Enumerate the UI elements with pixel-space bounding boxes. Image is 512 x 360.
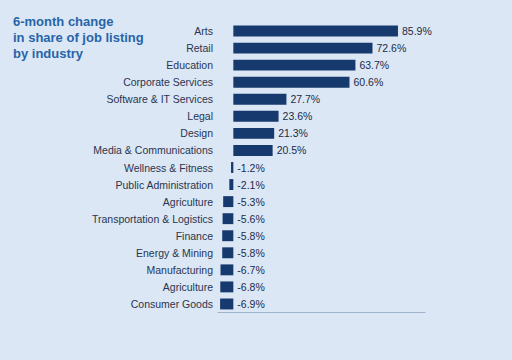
svg-text:Media & Communications: Media & Communications: [93, 144, 213, 156]
svg-text:6-month change: 6-month change: [13, 14, 113, 29]
svg-text:Design: Design: [180, 127, 213, 139]
svg-text:-6.7%: -6.7%: [237, 264, 264, 276]
svg-text:-6.9%: -6.9%: [237, 298, 264, 310]
svg-text:-5.3%: -5.3%: [237, 196, 264, 208]
svg-text:20.5%: 20.5%: [277, 144, 307, 156]
svg-text:Wellness & Fitness: Wellness & Fitness: [124, 162, 213, 174]
svg-text:-5.6%: -5.6%: [237, 213, 264, 225]
svg-text:Retail: Retail: [186, 42, 213, 54]
svg-text:63.7%: 63.7%: [359, 59, 389, 71]
svg-text:-2.1%: -2.1%: [237, 179, 264, 191]
svg-text:in share of job listing: in share of job listing: [13, 30, 144, 45]
svg-text:Consumer Goods: Consumer Goods: [131, 298, 213, 310]
svg-text:-1.2%: -1.2%: [237, 162, 264, 174]
svg-text:Education: Education: [166, 59, 213, 71]
svg-text:Corporate Services: Corporate Services: [123, 76, 213, 88]
svg-text:23.6%: 23.6%: [283, 110, 313, 122]
svg-text:-6.8%: -6.8%: [237, 281, 264, 293]
svg-text:60.6%: 60.6%: [353, 76, 383, 88]
svg-text:Manufacturing: Manufacturing: [146, 264, 213, 276]
svg-text:Agriculture: Agriculture: [163, 281, 213, 293]
svg-text:Finance: Finance: [176, 230, 214, 242]
svg-text:Arts: Arts: [194, 25, 213, 37]
svg-text:-5.8%: -5.8%: [237, 247, 264, 259]
svg-text:27.7%: 27.7%: [290, 93, 320, 105]
svg-text:72.6%: 72.6%: [376, 42, 406, 54]
svg-text:Transportation & Logistics: Transportation & Logistics: [92, 213, 213, 225]
svg-text:by industry: by industry: [13, 46, 84, 61]
svg-text:21.3%: 21.3%: [278, 127, 308, 139]
svg-text:85.9%: 85.9%: [402, 25, 432, 37]
svg-text:-5.8%: -5.8%: [237, 230, 264, 242]
svg-text:Agriculture: Agriculture: [163, 196, 213, 208]
svg-text:Legal: Legal: [187, 110, 213, 122]
svg-text:Energy & Mining: Energy & Mining: [136, 247, 213, 259]
svg-text:Public Administration: Public Administration: [116, 179, 214, 191]
svg-text:Software & IT Services: Software & IT Services: [106, 93, 213, 105]
